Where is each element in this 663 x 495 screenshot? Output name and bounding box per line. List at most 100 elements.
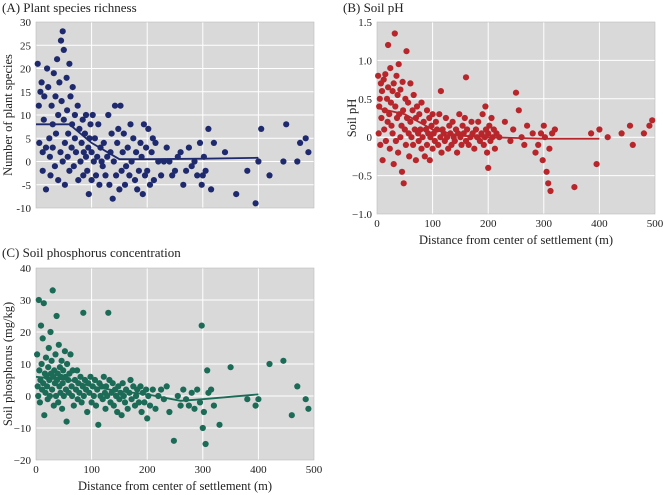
data-point bbox=[148, 149, 155, 156]
data-point bbox=[266, 172, 273, 179]
data-point bbox=[409, 107, 416, 114]
data-point bbox=[137, 139, 144, 146]
data-point bbox=[114, 139, 121, 146]
data-point bbox=[252, 200, 259, 207]
data-point bbox=[200, 408, 207, 416]
data-point bbox=[191, 158, 198, 165]
data-point bbox=[191, 405, 198, 412]
data-point bbox=[379, 157, 386, 164]
x-tick-label: 0 bbox=[374, 218, 380, 230]
data-point bbox=[102, 172, 109, 179]
data-point bbox=[252, 402, 259, 409]
data-point bbox=[515, 107, 522, 114]
data-point bbox=[81, 130, 88, 137]
data-point bbox=[141, 172, 149, 179]
data-point bbox=[121, 399, 129, 406]
data-point bbox=[131, 177, 139, 184]
y-tick-label: 20 bbox=[20, 64, 32, 76]
data-point bbox=[88, 149, 95, 156]
data-point bbox=[146, 402, 154, 409]
data-point bbox=[50, 402, 57, 409]
data-point bbox=[180, 386, 187, 393]
data-point bbox=[150, 177, 157, 184]
data-point bbox=[64, 360, 71, 368]
data-point bbox=[183, 167, 190, 174]
data-point bbox=[160, 396, 167, 403]
y-tick-label: 0.5 bbox=[358, 94, 372, 106]
data-point bbox=[99, 163, 106, 170]
data-point bbox=[85, 380, 92, 387]
plot-area: −1.0 −0.5 0 0.5 1.0 1.5 0 100 200 300 400 500 Distan… bbox=[345, 17, 663, 247]
data-point bbox=[128, 396, 135, 403]
data-point bbox=[378, 114, 385, 122]
data-point bbox=[96, 181, 103, 188]
data-point bbox=[205, 125, 212, 132]
data-point bbox=[49, 287, 56, 294]
data-point bbox=[489, 134, 496, 141]
data-point bbox=[646, 122, 653, 129]
data-point bbox=[227, 364, 234, 371]
data-point bbox=[449, 118, 456, 125]
data-point bbox=[535, 141, 542, 148]
data-point bbox=[196, 139, 204, 146]
data-point bbox=[127, 376, 134, 384]
data-point bbox=[385, 41, 392, 49]
data-point bbox=[417, 126, 424, 133]
data-point bbox=[377, 141, 384, 148]
data-point bbox=[571, 184, 578, 191]
data-point bbox=[258, 125, 265, 132]
data-point bbox=[423, 107, 431, 114]
data-point bbox=[71, 111, 78, 119]
data-point bbox=[88, 177, 95, 184]
data-point bbox=[69, 392, 76, 400]
y-tick-label: 30 bbox=[20, 17, 32, 29]
y-tick-label: 0 bbox=[26, 157, 32, 169]
data-point bbox=[202, 440, 209, 448]
data-point bbox=[177, 402, 184, 409]
data-point bbox=[407, 118, 414, 125]
data-point bbox=[94, 386, 101, 393]
data-point bbox=[124, 405, 131, 412]
data-point bbox=[454, 149, 461, 156]
data-point bbox=[541, 134, 549, 141]
data-point bbox=[87, 373, 94, 380]
data-point bbox=[180, 181, 187, 188]
data-point bbox=[152, 405, 159, 412]
data-point bbox=[89, 111, 96, 119]
data-point bbox=[68, 383, 75, 390]
data-point bbox=[521, 141, 528, 148]
data-point bbox=[385, 84, 392, 91]
data-point bbox=[461, 114, 468, 122]
data-point bbox=[69, 121, 76, 128]
data-point bbox=[45, 344, 52, 352]
y-tick-label: 15 bbox=[20, 87, 32, 99]
data-point bbox=[233, 191, 240, 198]
data-point bbox=[120, 130, 127, 137]
data-point bbox=[98, 383, 105, 390]
data-point bbox=[456, 111, 463, 118]
data-point bbox=[155, 392, 162, 400]
data-point bbox=[376, 95, 383, 102]
data-point bbox=[389, 88, 396, 95]
data-point bbox=[428, 122, 435, 129]
data-point bbox=[41, 93, 48, 100]
data-point bbox=[283, 121, 290, 128]
x-tick-label: 200 bbox=[480, 218, 497, 230]
data-point bbox=[72, 149, 80, 156]
data-point bbox=[546, 145, 553, 152]
data-point bbox=[52, 130, 60, 137]
data-point bbox=[66, 167, 73, 174]
data-point bbox=[482, 103, 489, 110]
data-point bbox=[529, 130, 536, 137]
data-point bbox=[185, 402, 192, 409]
data-point bbox=[155, 158, 162, 165]
plot-frame bbox=[35, 21, 315, 209]
data-point bbox=[302, 396, 309, 403]
data-point bbox=[41, 412, 48, 419]
panel-title: (B) Soil pH bbox=[343, 0, 404, 15]
data-point bbox=[216, 421, 223, 428]
data-point bbox=[391, 30, 398, 37]
data-point bbox=[462, 74, 470, 81]
data-point bbox=[410, 141, 417, 148]
data-point bbox=[196, 399, 204, 406]
